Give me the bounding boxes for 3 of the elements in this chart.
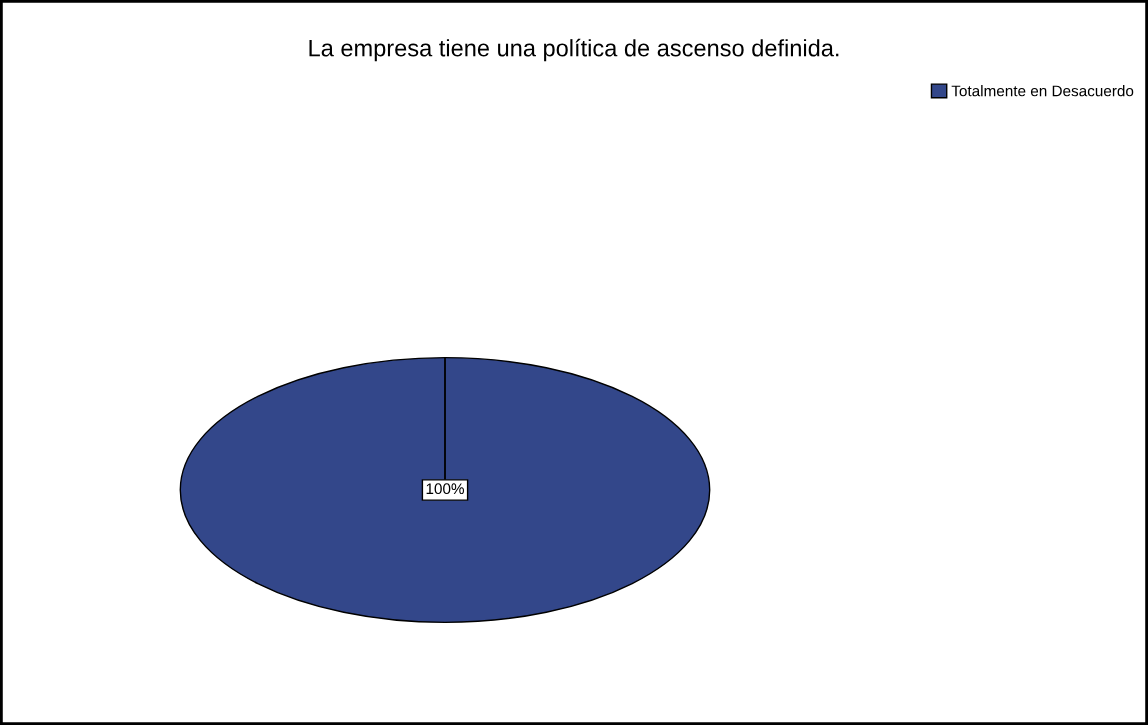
data-label: 100% — [426, 483, 464, 495]
chart-title: La empresa tiene una política de ascenso definida. — [309, 38, 839, 62]
legend-label: Totalmente en Desacuerdo — [951, 85, 1134, 97]
